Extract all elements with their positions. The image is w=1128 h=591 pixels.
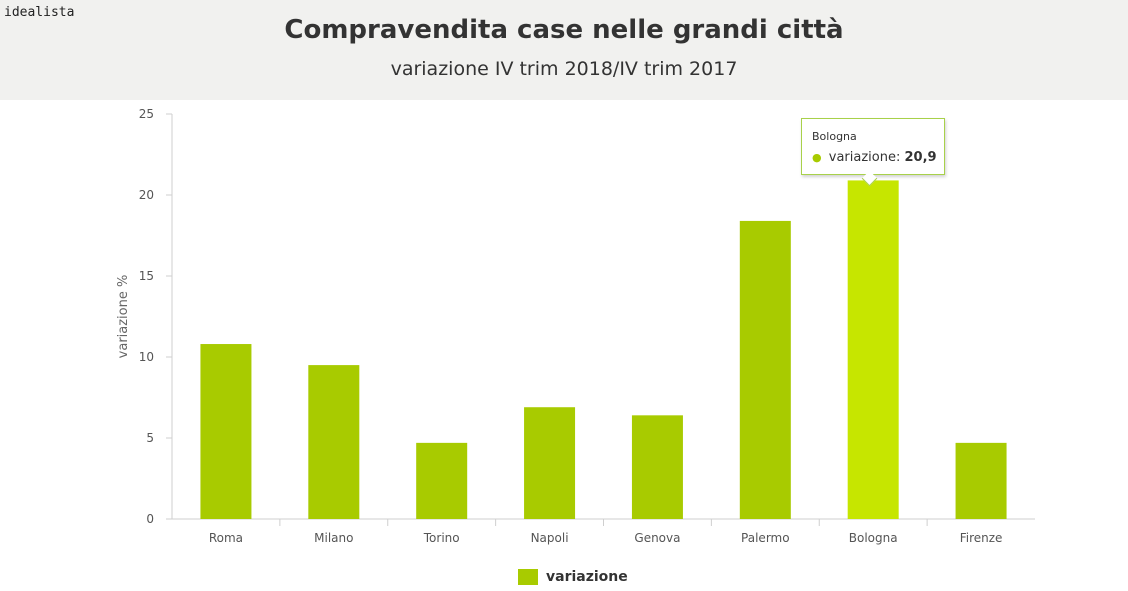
x-tick-label: Milano [314, 531, 353, 545]
bar-napoli [524, 407, 576, 519]
idealista-logo: idealista [4, 5, 75, 20]
y-tick-label: 10 [139, 350, 154, 364]
x-tick-label: Napoli [531, 531, 569, 545]
x-tick-label: Torino [423, 531, 460, 545]
x-tick-label: Roma [209, 531, 243, 545]
bar-firenze [955, 442, 1007, 519]
bar-tooltip: Bologna ● variazione: 20,9 [801, 118, 945, 187]
y-tick-label: 0 [146, 512, 154, 526]
bar-roma [200, 344, 252, 519]
y-tick-label: 25 [139, 107, 154, 121]
x-tick-label: Palermo [741, 531, 790, 545]
bar-genova [631, 415, 683, 519]
y-tick-label: 15 [139, 269, 154, 283]
bar-bologna [847, 180, 899, 520]
x-tick-label: Firenze [960, 531, 1003, 545]
tooltip-row: ● variazione: 20,9 [812, 150, 937, 165]
x-tick-label: Bologna [849, 531, 898, 545]
tooltip-value: 20,9 [904, 150, 937, 165]
chart-title: Compravendita case nelle grandi città [284, 15, 844, 45]
legend-swatch [518, 569, 538, 585]
bar-palermo [739, 220, 791, 520]
chart-subtitle: variazione IV trim 2018/IV trim 2017 [390, 58, 738, 80]
y-tick-label: 5 [146, 431, 154, 445]
x-tick-label: Genova [634, 531, 680, 545]
tooltip-series-label: variazione: [828, 150, 901, 165]
bar-torino [416, 442, 468, 519]
legend[interactable]: variazione [518, 569, 628, 585]
y-tick-label: 20 [139, 188, 154, 202]
header-band: idealista Compravendita case nelle grand… [0, 0, 1128, 100]
bar-milano [308, 365, 360, 519]
series-dot-icon: ● [812, 151, 822, 164]
tooltip-title: Bologna [812, 130, 857, 143]
legend-label: variazione [546, 569, 628, 585]
y-axis-title: variazione % [116, 275, 131, 359]
